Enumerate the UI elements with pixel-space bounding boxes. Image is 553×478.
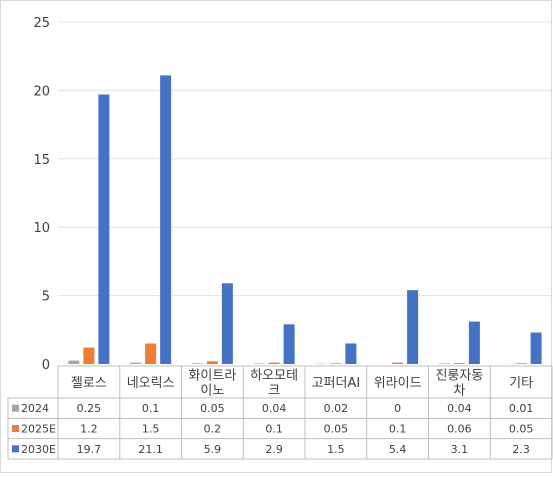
data-label: 0.05 — [200, 402, 225, 415]
y-tick-label: 10 — [33, 221, 50, 236]
data-label: 3.1 — [451, 443, 469, 456]
category-label: 고퍼더AI — [312, 376, 361, 391]
y-tick-label: 5 — [42, 290, 50, 305]
data-label: 0.01 — [509, 402, 534, 415]
category-label: 차 — [453, 384, 465, 399]
category-label: 젤로스 — [71, 376, 107, 391]
data-label: 0.04 — [447, 402, 472, 415]
data-label: 19.7 — [77, 443, 102, 456]
data-label: 0.1 — [142, 402, 160, 415]
legend-key-2024 — [12, 405, 19, 412]
bar-2030E-7 — [531, 333, 542, 364]
data-label: 0.1 — [389, 423, 407, 436]
data-label: 0.04 — [262, 402, 287, 415]
category-label: 진룽자동 — [435, 369, 483, 384]
data-label: 2.3 — [512, 443, 530, 456]
category-label: 크 — [268, 384, 280, 399]
category-label: 화이트라 — [188, 369, 236, 384]
bar-2030E-5 — [407, 290, 418, 364]
category-label: 네오릭스 — [127, 376, 175, 391]
legend-label: 2025E — [21, 423, 56, 436]
bar-2030E-3 — [284, 324, 295, 364]
data-label: 21.1 — [138, 443, 163, 456]
bar-2030E-0 — [98, 95, 109, 364]
y-tick-label: 15 — [33, 153, 50, 168]
data-label: 1.5 — [327, 443, 345, 456]
legend-key-2030E — [12, 445, 19, 452]
bar-2025E-7 — [516, 363, 527, 364]
bar-2025E-5 — [392, 363, 403, 364]
data-label: 0.2 — [204, 423, 222, 436]
data-label: 0 — [394, 402, 401, 415]
data-label: 0.25 — [77, 402, 102, 415]
data-label: 0.05 — [509, 423, 534, 436]
bar-2024-1 — [130, 363, 141, 364]
category-label: 위라이드 — [374, 376, 422, 391]
bar-2024-6 — [439, 363, 450, 364]
category-label: 이노 — [200, 384, 224, 399]
bar-2025E-4 — [330, 363, 341, 364]
category-label: 하오모테 — [250, 369, 298, 384]
category-label: 기타 — [509, 376, 533, 391]
y-tick-label: 25 — [33, 16, 50, 31]
bar-2025E-2 — [207, 361, 218, 364]
legend-label: 2024 — [21, 402, 49, 415]
bar-2024-0 — [68, 361, 79, 364]
bar-2030E-2 — [222, 283, 233, 364]
data-label: 0.02 — [324, 402, 349, 415]
data-label: 5.9 — [204, 443, 222, 456]
legend-label: 2030E — [21, 443, 56, 456]
data-label: 2.9 — [265, 443, 283, 456]
bar-2024-2 — [192, 363, 203, 364]
data-label: 0.05 — [324, 423, 349, 436]
bar-2025E-1 — [145, 343, 156, 364]
legend-key-2025E — [12, 425, 19, 432]
y-tick-label: 20 — [33, 84, 50, 99]
bar-2030E-4 — [345, 343, 356, 364]
bar-2030E-1 — [160, 75, 171, 364]
data-label: 5.4 — [389, 443, 407, 456]
y-tick-label: 0 — [42, 358, 50, 373]
bar-2025E-0 — [83, 348, 94, 364]
bar-2025E-6 — [454, 363, 465, 364]
data-label: 0.06 — [447, 423, 472, 436]
bar-2024-3 — [254, 363, 265, 364]
data-label: 0.1 — [265, 423, 283, 436]
data-label: 1.2 — [80, 423, 98, 436]
bar-2025E-3 — [269, 363, 280, 364]
data-label: 1.5 — [142, 423, 160, 436]
bar-2030E-6 — [469, 322, 480, 364]
